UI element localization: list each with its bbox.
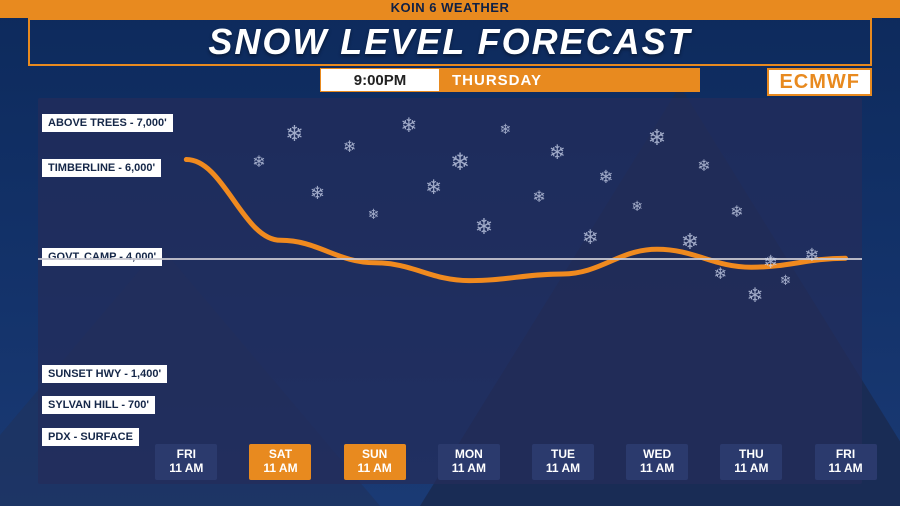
snowflake-icon: ❄ [450, 148, 470, 177]
station-strip: KOIN 6 WEATHER [0, 0, 900, 18]
snowflake-icon: ❄ [401, 113, 418, 138]
snow-level-chart: ABOVE TREES - 7,000' TIMBERLINE - 6,000' G… [38, 98, 862, 484]
snowflake-icon: ❄ [681, 229, 699, 255]
snowflake-icon: ❄ [425, 175, 442, 200]
snowflake-icon: ❄ [252, 152, 265, 172]
snowflake-icon: ❄ [343, 137, 356, 157]
y-level-label: TIMBERLINE - 6,000' [42, 159, 161, 177]
x-day-label: THU11 AM [720, 444, 782, 480]
y-level-label: SYLVAN HILL - 700' [42, 396, 155, 414]
gridline [38, 258, 862, 260]
x-day-label: SAT11 AM [249, 444, 311, 480]
x-day-label: FRI11 AM [815, 444, 877, 480]
day-box: THURSDAY [440, 68, 700, 92]
snowflake-icon: ❄ [730, 202, 743, 222]
y-level-label: ABOVE TREES - 7,000' [42, 114, 173, 132]
title-bar: SNOW LEVEL FORECAST [28, 18, 872, 66]
x-day-label: MON11 AM [438, 444, 500, 480]
title-text: SNOW LEVEL FORECAST [208, 21, 691, 63]
y-level-label: GOVT. CAMP - 4,000' [42, 248, 162, 266]
x-day-label: TUE11 AM [532, 444, 594, 480]
snowflake-icon: ❄ [780, 272, 792, 289]
snowflake-icon: ❄ [804, 245, 819, 266]
snowflake-icon: ❄ [648, 125, 666, 151]
snowflake-icon: ❄ [747, 283, 764, 308]
time-box: 9:00PM [320, 68, 440, 92]
snowflake-icon: ❄ [582, 225, 599, 250]
snowflake-icon: ❄ [598, 167, 613, 188]
y-level-label: SUNSET HWY - 1,400' [42, 365, 167, 383]
model-box: ECMWF [767, 68, 872, 96]
x-day-label: WED11 AM [626, 444, 688, 480]
snowflake-icon: ❄ [697, 156, 710, 176]
snowflake-icon: ❄ [549, 140, 566, 165]
y-level-label: PDX - SURFACE [42, 428, 139, 446]
snowflake-icon: ❄ [763, 252, 778, 273]
snowflake-icon: ❄ [285, 121, 303, 147]
x-day-label: FRI11 AM [155, 444, 217, 480]
snowflake-icon: ❄ [631, 198, 643, 215]
snowflake-icon: ❄ [368, 206, 380, 223]
snowflake-icon: ❄ [475, 214, 493, 240]
x-day-label: SUN11 AM [344, 444, 406, 480]
snow-level-line [186, 160, 845, 281]
snowflake-icon: ❄ [499, 121, 511, 138]
snowflake-icon: ❄ [310, 183, 325, 204]
snowflake-icon: ❄ [532, 187, 545, 207]
snowflake-icon: ❄ [714, 264, 727, 284]
weather-graphic: KOIN 6 WEATHER SNOW LEVEL FORECAST 9:00P… [0, 0, 900, 506]
